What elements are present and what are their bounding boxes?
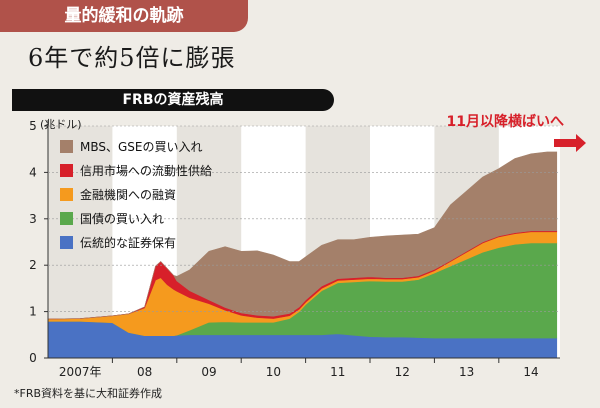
- legend-swatch: [60, 140, 73, 153]
- legend-label: 信用市場への流動性供給: [80, 163, 212, 178]
- x-tick-label: 2007年: [59, 365, 102, 379]
- legend-label: 国債の買い入れ: [80, 211, 164, 226]
- legend-swatch: [60, 236, 73, 249]
- y-tick-label: 2: [29, 258, 37, 272]
- y-tick-label: 3: [29, 212, 37, 226]
- y-tick-label: 1: [29, 305, 37, 319]
- x-tick-label: 12: [395, 365, 410, 379]
- legend-swatch: [60, 164, 73, 177]
- headline: 6年で約5倍に膨張: [28, 44, 236, 72]
- arrow-right-icon: [554, 134, 586, 152]
- series-area: [47, 151, 558, 320]
- legend-swatch: [60, 212, 73, 225]
- legend-swatch: [60, 188, 73, 201]
- chart-title: FRBの資産残高: [12, 89, 334, 111]
- x-tick-label: 13: [459, 365, 474, 379]
- x-tick-label: 08: [137, 365, 152, 379]
- annotation-text: 11月以降横ばいへ: [447, 113, 564, 130]
- y-tick-label: 4: [29, 165, 37, 179]
- legend: MBS、GSEの買い入れ信用市場への流動性供給金融機関への融資国債の買い入れ伝統…: [60, 140, 212, 250]
- x-tick-label: 14: [523, 365, 538, 379]
- legend-label: 伝統的な証券保有: [80, 235, 176, 250]
- legend-label: 金融機関への融資: [80, 187, 176, 202]
- y-tick-label: 0: [29, 351, 37, 365]
- y-axis-label: (兆ドル): [40, 118, 82, 131]
- x-tick-label: 11: [330, 365, 345, 379]
- x-tick-label: 10: [266, 365, 281, 379]
- x-tick-label: 09: [201, 365, 216, 379]
- y-tick-label: 5: [29, 119, 37, 133]
- legend-item: 金融機関への融資: [60, 187, 176, 202]
- legend-item: MBS、GSEの買い入れ: [60, 140, 203, 154]
- legend-label: MBS、GSEの買い入れ: [80, 140, 203, 154]
- legend-item: 国債の買い入れ: [60, 211, 164, 226]
- source-note: *FRB資料を基に大和証券作成: [14, 387, 163, 400]
- legend-item: 信用市場への流動性供給: [60, 163, 212, 178]
- legend-item: 伝統的な証券保有: [60, 235, 176, 250]
- stacked-areas: [47, 151, 558, 359]
- section-tab: 量的緩和の軌跡: [0, 0, 248, 32]
- annotation: 11月以降横ばいへ: [447, 113, 586, 152]
